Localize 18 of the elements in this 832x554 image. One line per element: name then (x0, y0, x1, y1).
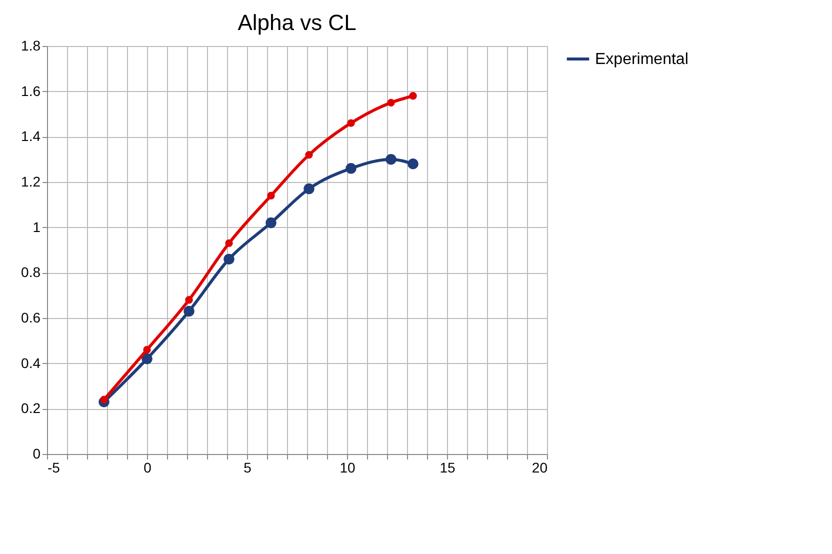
legend-label: Experimental (595, 51, 688, 68)
y-tick-label: 0.6 (21, 310, 41, 326)
y-tick-label: 0.4 (21, 354, 41, 371)
chart-title: Alpha vs CL (238, 10, 356, 35)
y-tick-label: 0.8 (21, 264, 41, 280)
x-tick-label: 0 (144, 460, 152, 476)
x-tick-label: 5 (244, 460, 252, 476)
x-tick-label: 15 (440, 460, 456, 476)
y-tick-label: 1.6 (21, 82, 41, 99)
y-tick-label: 1.8 (21, 38, 41, 54)
y-tick-label: 0.2 (21, 400, 41, 416)
x-tick-label: 20 (532, 460, 548, 476)
x-tick-label: 10 (340, 460, 356, 476)
y-tick-label: 1 (32, 218, 41, 235)
y-tick-label: 1.4 (21, 128, 41, 144)
y-tick-label: 1.2 (21, 174, 41, 190)
y-tick-label: 0 (32, 446, 41, 462)
x-tick-label: -5 (48, 460, 60, 476)
